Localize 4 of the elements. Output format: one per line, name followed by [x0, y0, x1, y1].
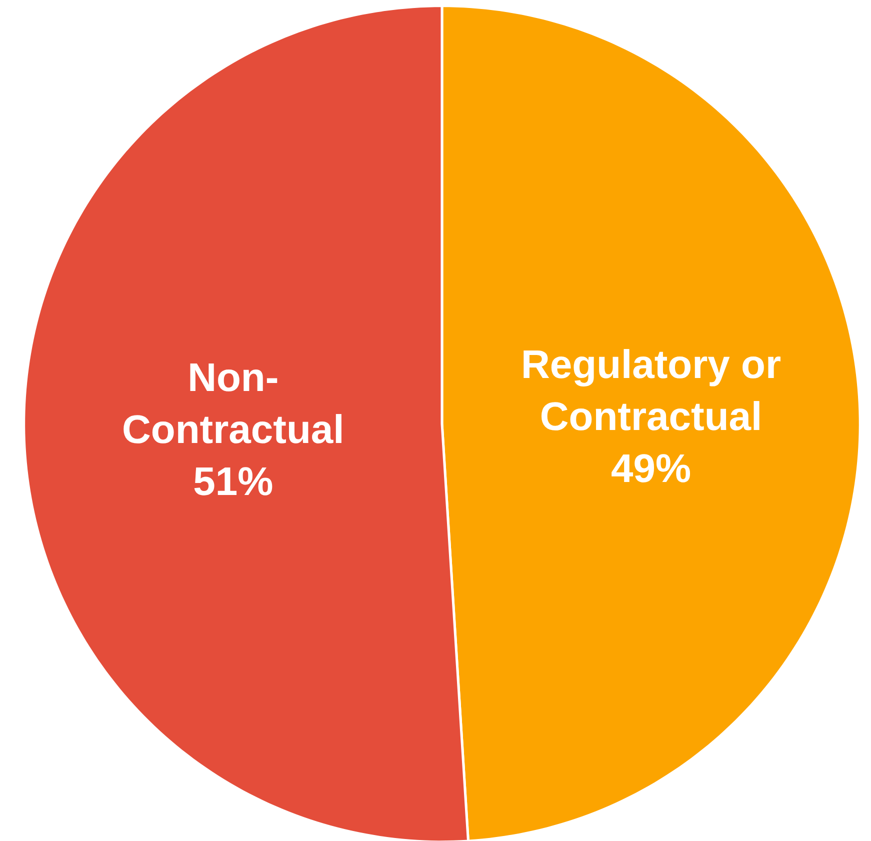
data-label: 49%	[610, 447, 692, 491]
slice-label: Non- Contractual	[122, 356, 344, 452]
slice-label: Regulatory or Contractual	[521, 343, 782, 439]
data-label: 51%	[193, 460, 274, 504]
